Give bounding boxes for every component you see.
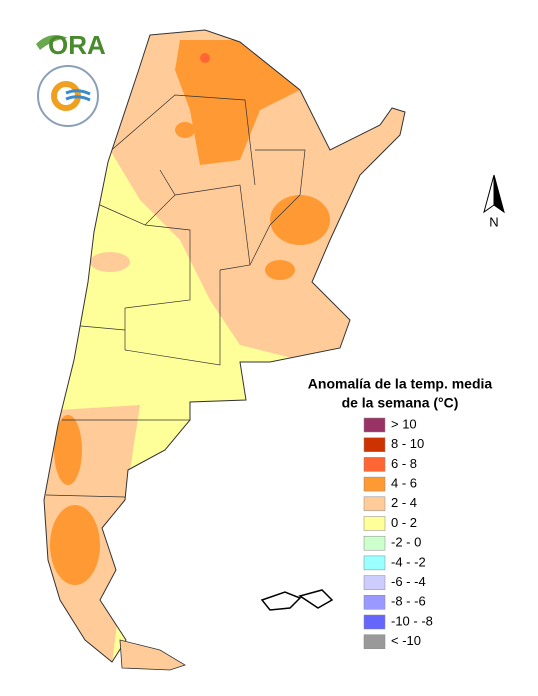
logo: ORA — [36, 30, 106, 127]
boundary — [124, 270, 221, 366]
legend-swatch — [363, 496, 386, 512]
legend: Anomalía de la temp. media de la semana (… — [308, 376, 493, 649]
legend-label: < -10 — [391, 633, 421, 648]
zone-4-6-tuc — [175, 122, 195, 138]
legend-swatch — [363, 516, 386, 531]
legend-title: Anomalía de la temp. media — [308, 376, 493, 392]
legend-label: 6 - 8 — [391, 456, 417, 471]
boundary — [174, 184, 251, 271]
legend-label: 0 - 2 — [391, 515, 417, 530]
north-arrow: N — [483, 174, 505, 229]
boundary — [249, 149, 306, 266]
tierra-del-fuego — [119, 639, 186, 671]
legend-swatch — [363, 457, 386, 472]
boundary — [45, 494, 126, 498]
zone-2-4-west — [90, 252, 130, 272]
north-arrow-left — [483, 174, 495, 214]
logo-leaf — [36, 35, 68, 50]
legend-label: -8 - -6 — [391, 594, 426, 609]
country-outline — [43, 29, 406, 663]
legend-label: > 10 — [391, 416, 417, 431]
legend-swatch — [363, 417, 386, 433]
zone-4-6-pat2 — [50, 505, 100, 585]
zone-4-6-north — [175, 40, 300, 165]
legend-swatch — [363, 614, 386, 630]
islas-malvinas — [260, 589, 334, 611]
zone-4-6-er — [265, 260, 295, 280]
boundary — [99, 94, 256, 186]
zone-6-8 — [200, 53, 210, 63]
boundary — [124, 224, 191, 350]
legend-label: -4 - -2 — [391, 554, 426, 569]
boundary — [99, 169, 176, 226]
legend-label: 8 - 10 — [391, 436, 424, 451]
legend-swatch — [363, 535, 386, 551]
zone-4-6-pat1 — [54, 415, 82, 485]
legend-swatch — [363, 575, 386, 590]
legend-swatch — [363, 476, 386, 492]
legend-label: -6 - -4 — [391, 574, 426, 589]
smn-emblem — [37, 65, 99, 127]
legend-swatch — [363, 555, 386, 571]
legend-label: -2 - 0 — [391, 535, 421, 550]
north-arrow-right — [493, 174, 505, 214]
smn-emblem-waves — [65, 89, 91, 102]
legend-title: de la semana (°C) — [342, 395, 459, 411]
legend-label: -10 - -8 — [391, 613, 433, 628]
logo-text: ORA — [48, 30, 106, 60]
legend-label: 4 - 6 — [391, 476, 417, 491]
legend-swatch — [363, 595, 386, 610]
zone-4-6-ne — [270, 195, 330, 245]
legend-swatch — [363, 437, 386, 452]
north-label: N — [489, 214, 498, 229]
legend-label: 2 - 4 — [391, 495, 417, 510]
legend-swatch — [363, 634, 386, 649]
